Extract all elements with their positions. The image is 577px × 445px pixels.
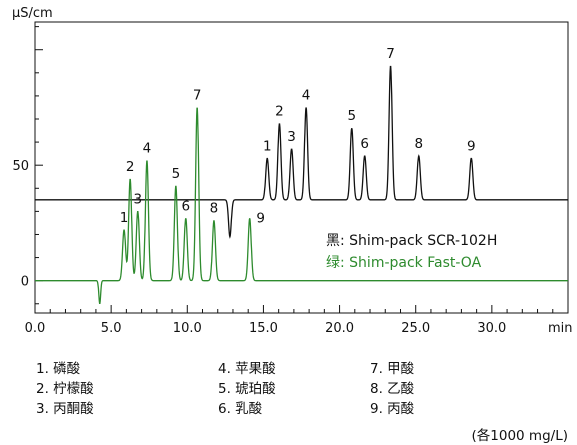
compound-item: 4. 苹果酸 xyxy=(218,361,276,377)
peak-label: 2 xyxy=(275,104,284,120)
peak-label: 4 xyxy=(143,141,152,157)
peak-label: 3 xyxy=(287,129,296,145)
legend-label: Shim-pack Fast-OA xyxy=(349,255,481,271)
peak-label: 8 xyxy=(210,201,219,217)
y-axis-label: µS/cm xyxy=(12,6,53,21)
y-tick-label: 50 xyxy=(12,159,29,174)
chromatogram-traces xyxy=(35,65,568,305)
peak-label: 8 xyxy=(414,136,423,152)
x-tick-label: 15.0 xyxy=(249,321,278,336)
compound-list-col2: 4. 苹果酸 5. 琥珀酸 6. 乳酸 xyxy=(218,359,276,419)
peak-label: 7 xyxy=(193,87,202,103)
compound-item: 3. 丙酮酸 xyxy=(36,401,94,417)
y-tick-label: 0 xyxy=(21,275,29,290)
compound-item: 7. 甲酸 xyxy=(370,361,415,377)
trace-scr-102h xyxy=(35,65,568,239)
peak-label: 9 xyxy=(467,138,476,154)
x-tick-label: 30.0 xyxy=(477,321,506,336)
compound-item: 1. 磷酸 xyxy=(36,361,81,377)
peak-label: 3 xyxy=(133,191,142,207)
x-axis-label: min xyxy=(548,321,573,336)
peak-label: 6 xyxy=(181,198,190,214)
compound-list-col1: 1. 磷酸 2. 柠檬酸 3. 丙酮酸 xyxy=(36,359,94,419)
peak-label: 5 xyxy=(347,108,356,124)
compound-item: 2. 柠檬酸 xyxy=(36,381,94,397)
legend-entry-scr-102h: 黑: Shim-pack SCR-102H xyxy=(326,233,497,249)
peak-label: 5 xyxy=(172,166,181,182)
x-tick-label: 20.0 xyxy=(325,321,354,336)
plot-frame xyxy=(34,21,569,314)
compound-item: 6. 乳酸 xyxy=(218,401,263,417)
x-tick-label: 25.0 xyxy=(401,321,430,336)
compound-item: 9. 丙酸 xyxy=(370,401,415,417)
peak-label: 2 xyxy=(126,159,135,175)
x-tick-label: 5.0 xyxy=(101,321,122,336)
legend-label: Shim-pack SCR-102H xyxy=(349,233,497,249)
peak-label: 9 xyxy=(256,210,265,226)
axis-ticks: 0.0 5.0 10.0 15.0 20.0 25.0 30.0 0 50 xyxy=(12,26,569,336)
peak-label: 4 xyxy=(302,87,311,103)
legend-prefix: 绿: xyxy=(326,255,345,271)
peak-label: 1 xyxy=(120,210,129,226)
peak-label: 6 xyxy=(360,136,369,152)
compound-item: 5. 琥珀酸 xyxy=(218,381,276,397)
x-tick-label: 10.0 xyxy=(173,321,202,336)
peak-label: 7 xyxy=(386,46,395,62)
x-tick-label: 0.0 xyxy=(25,321,46,336)
legend-prefix: 黑: xyxy=(326,233,345,249)
compound-item: 8. 乙酸 xyxy=(370,381,415,397)
legend: 黑: Shim-pack SCR-102H 绿: Shim-pack Fast-… xyxy=(326,233,497,271)
trace-fast-oa xyxy=(35,107,568,305)
concentration-note: (各1000 mg/L) xyxy=(471,428,568,444)
peak-label: 1 xyxy=(263,138,272,154)
legend-entry-fast-oa: 绿: Shim-pack Fast-OA xyxy=(326,255,482,271)
compound-list-col3: 7. 甲酸 8. 乙酸 9. 丙酸 xyxy=(370,359,414,419)
